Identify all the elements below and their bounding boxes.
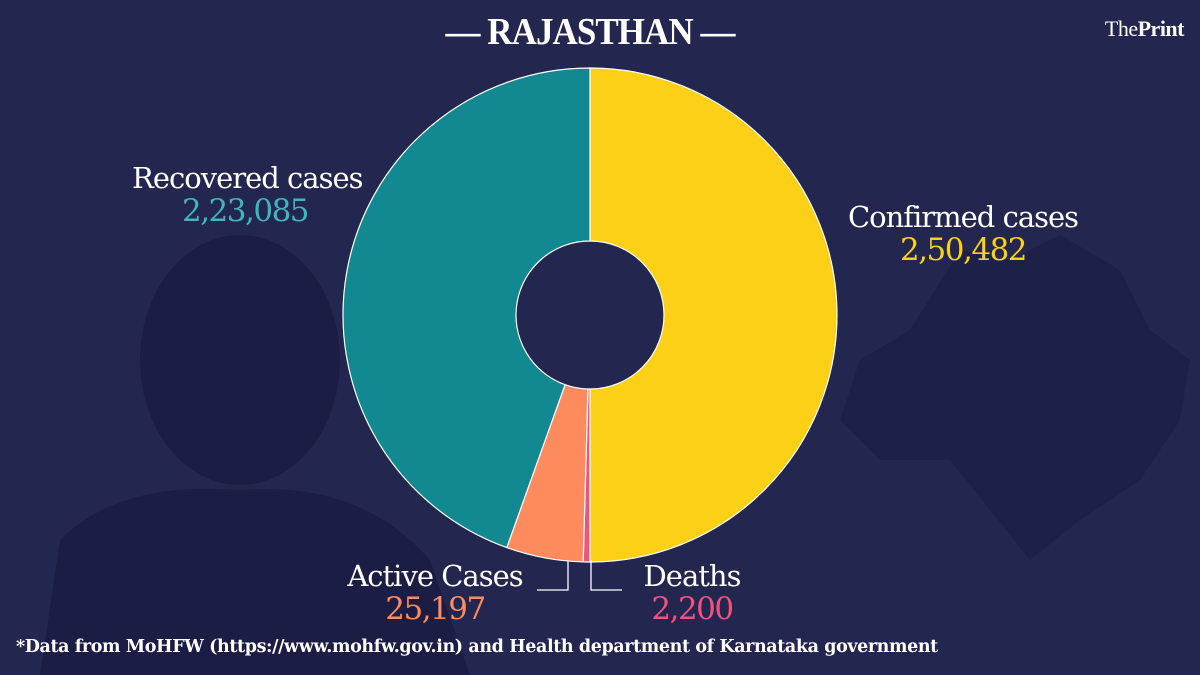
deaths-value: 2,200 [651, 591, 734, 627]
confirmed-value: 2,50,482 [899, 232, 1028, 268]
deaths-label: Deaths [643, 559, 742, 593]
confirmed-label: Confirmed cases [847, 200, 1079, 234]
slice-confirmed-cases [589, 67, 838, 563]
theprint-logo: ThePrint [1104, 16, 1185, 41]
active-value: 25,197 [385, 591, 486, 627]
active-leader-line [537, 560, 569, 591]
background-map-silhouette [840, 235, 1190, 560]
active-label: Active Cases [347, 559, 523, 593]
slice-recovered-cases [342, 67, 591, 549]
leader-lines [537, 560, 622, 591]
deaths-label-group: Deaths 2,200 [640, 560, 744, 626]
active-label-group: Active Cases 25,197 [346, 560, 524, 626]
deaths-leader-line [590, 560, 622, 591]
recovered-label-group: Recovered cases 2,23,085 [132, 161, 364, 229]
recovered-label: Recovered cases [132, 161, 364, 195]
page-title: — RAJASTHAN — [445, 11, 735, 53]
confirmed-label-group: Confirmed cases 2,50,482 [843, 201, 1083, 267]
footer-source-note: *Data from MoHFW (https://www.mohfw.gov.… [16, 637, 938, 657]
background-photo-silhouette [40, 235, 470, 675]
recovered-value: 2,23,085 [181, 193, 310, 229]
